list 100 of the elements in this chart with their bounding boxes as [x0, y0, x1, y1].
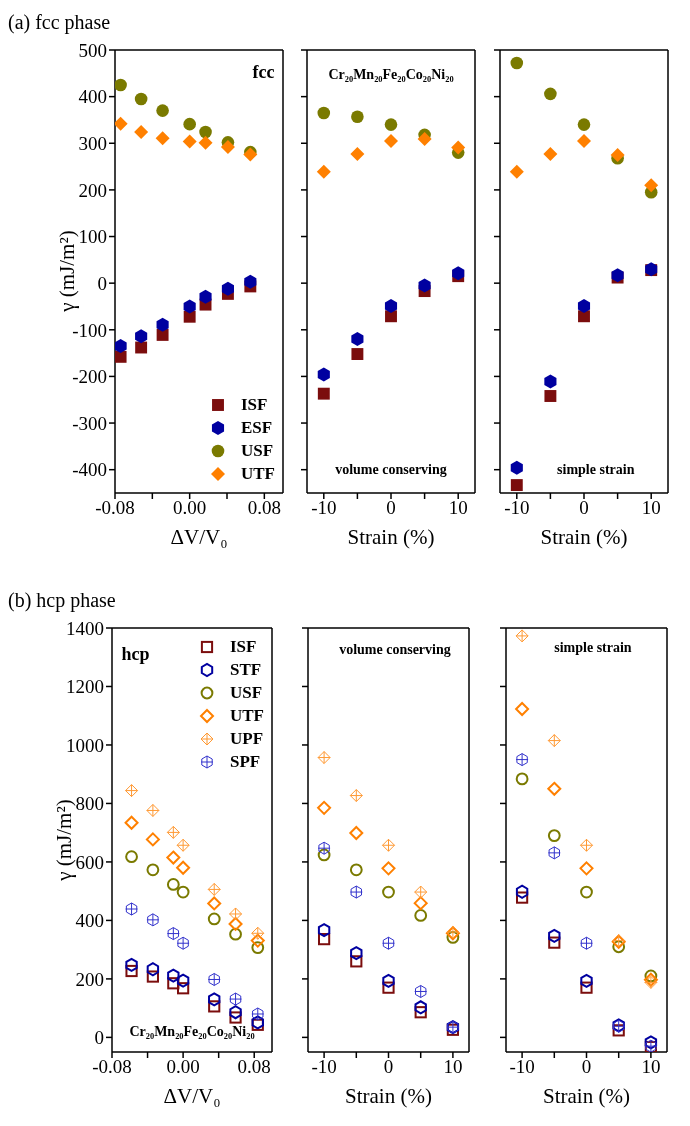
y-tick-label: 500 [78, 39, 107, 61]
point [418, 278, 431, 293]
x-tick-label: 10 [641, 497, 661, 519]
point [115, 339, 127, 354]
point [451, 140, 466, 155]
point [382, 973, 395, 988]
point [382, 981, 395, 994]
point [207, 896, 222, 911]
point [176, 860, 191, 875]
point [580, 981, 593, 994]
legend-label: ISF [241, 394, 268, 415]
point [515, 629, 529, 643]
point [317, 106, 331, 120]
annotation: volume conserving [339, 641, 451, 658]
x-tick-label: -0.08 [95, 497, 135, 519]
point [509, 164, 524, 179]
y-tick-label: -100 [72, 319, 107, 341]
point [349, 885, 363, 899]
x-tick-label: 10 [443, 1056, 463, 1078]
point [176, 885, 190, 899]
point [166, 927, 180, 941]
point [544, 390, 557, 402]
chart-title: (b) hcp phase [8, 589, 116, 612]
point [510, 56, 524, 70]
point [316, 164, 331, 179]
point [446, 930, 460, 944]
point [510, 479, 523, 492]
point [207, 972, 221, 986]
point [146, 863, 160, 877]
point [612, 1024, 625, 1037]
point [317, 848, 331, 862]
point [208, 992, 221, 1007]
point [125, 784, 139, 798]
point [510, 460, 523, 475]
x-axis-title: ΔV/V₀ [162, 1083, 222, 1110]
point [207, 912, 221, 926]
x-axis-title: Strain (%) [542, 1083, 631, 1110]
point [228, 916, 243, 931]
x-tick-label: 10 [641, 1056, 661, 1078]
legend-label: ESF [241, 417, 273, 438]
point [229, 992, 243, 1006]
y-tick-label: 1000 [66, 734, 104, 756]
y-tick-label: 400 [75, 910, 104, 932]
x-tick-label: 10 [448, 497, 468, 519]
point [417, 132, 432, 147]
point [221, 281, 234, 296]
x-tick-label: -10 [311, 497, 337, 519]
point [317, 387, 330, 400]
point [612, 940, 626, 954]
point [229, 927, 242, 941]
point [208, 1000, 221, 1013]
y-tick-label: 0 [97, 272, 107, 294]
y-tick-label: -300 [72, 412, 107, 434]
y-tick-label: 1400 [66, 617, 104, 639]
point [146, 803, 160, 817]
x-tick-label: 0.00 [173, 497, 207, 519]
point [515, 884, 529, 899]
point [610, 147, 625, 162]
point [146, 962, 160, 977]
x-tick-label: -10 [311, 1056, 337, 1078]
point [134, 125, 149, 140]
x-axis-title: Strain (%) [539, 524, 629, 551]
point [381, 861, 396, 876]
point [244, 274, 257, 289]
legend-label: ISF [230, 636, 257, 657]
point [350, 946, 363, 961]
point [644, 178, 659, 193]
point [350, 146, 365, 161]
y-tick-label: 1200 [66, 676, 104, 698]
x-tick-label: 0.08 [237, 1056, 271, 1078]
y-tick-label: -400 [72, 459, 107, 481]
point [155, 131, 170, 146]
point [135, 329, 148, 344]
point [145, 832, 160, 847]
y-axis-title: γ (mJ/m²) [52, 798, 76, 881]
point [176, 973, 190, 988]
legend-label: UPF [230, 728, 264, 749]
point [580, 936, 593, 950]
point [382, 885, 395, 899]
point [167, 977, 180, 990]
point [580, 838, 593, 852]
legend-label: UTF [230, 705, 264, 726]
y-tick-label: 200 [78, 179, 107, 201]
point [317, 751, 331, 765]
annotation: volume conserving [335, 461, 447, 478]
x-tick-label: -0.08 [92, 1056, 132, 1078]
x-tick-label: 0 [383, 1056, 394, 1078]
point [384, 118, 398, 131]
point [125, 964, 138, 978]
point [384, 299, 398, 314]
y-tick-label: 600 [75, 851, 104, 873]
point [177, 982, 190, 995]
point [543, 146, 558, 161]
x-tick-label: -10 [509, 1056, 535, 1078]
point [115, 350, 127, 363]
legend-label: USF [241, 440, 274, 461]
point [229, 1005, 242, 1020]
point [166, 878, 180, 891]
point [544, 87, 557, 101]
point [515, 702, 530, 716]
